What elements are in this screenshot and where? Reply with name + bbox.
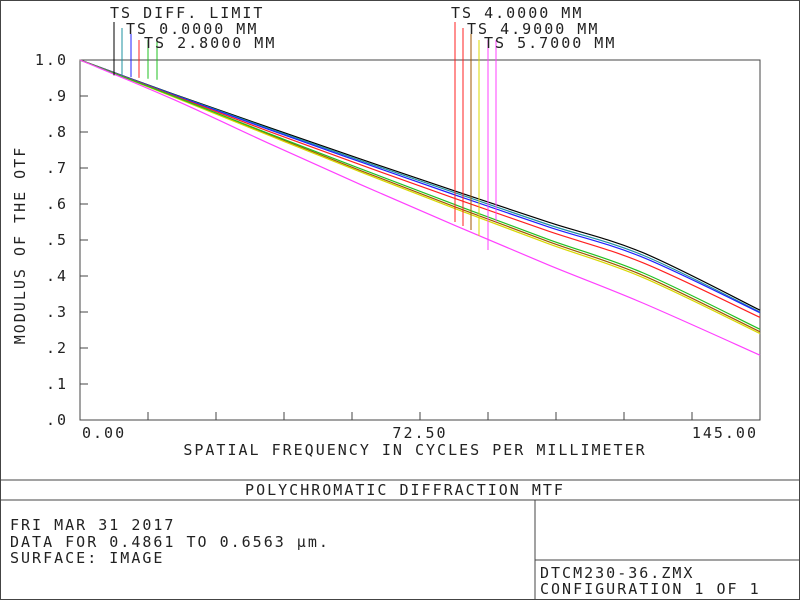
info-data-range: DATA FOR 0.4861 TO 0.6563 μm.: [10, 533, 330, 551]
y-tick-label: .7: [46, 159, 68, 177]
series-line-2: [79, 59, 761, 314]
y-tick-label: .4: [46, 267, 68, 285]
legend-label: TS 5.7000 MM: [484, 34, 616, 52]
info-date: FRI MAR 31 2017: [10, 516, 175, 534]
legend-label: TS 2.8000 MM: [144, 34, 276, 52]
info-config: CONFIGURATION 1 OF 1: [540, 580, 761, 598]
plot-area: [79, 59, 761, 421]
series-line-5: [79, 59, 761, 335]
y-tick-label: 1.0: [35, 51, 68, 69]
y-tick-label: .3: [46, 303, 68, 321]
y-tick-label: .1: [46, 375, 68, 393]
y-tick-label: .5: [46, 231, 68, 249]
y-tick-label: .0: [46, 411, 68, 429]
x-tick-label: 145.00: [692, 424, 758, 442]
series-line-3: [79, 59, 761, 318]
legend-label: TS 4.9000 MM: [467, 20, 599, 38]
series-lines: [79, 59, 761, 356]
legend-label: TS DIFF. LIMIT: [110, 4, 264, 22]
series-line-6: [79, 59, 761, 330]
y-axis-label: MODULUS OF THE OTF: [11, 146, 29, 345]
x-tick-label: 0.00: [82, 424, 126, 442]
axis-ticks: [80, 95, 693, 420]
series-line-7: [79, 59, 761, 356]
y-tick-label: .9: [46, 87, 68, 105]
x-axis-label: SPATIAL FREQUENCY IN CYCLES PER MILLIMET…: [183, 441, 646, 459]
legend-label: TS 4.0000 MM: [451, 4, 583, 22]
legend-label: TS 0.0000 MM: [126, 20, 258, 38]
y-tick-labels: 1.0 .9 .8 .7 .6 .5 .4 .3 .2 .1 .0: [35, 51, 68, 429]
chart-title: POLYCHROMATIC DIFFRACTION MTF: [245, 481, 565, 499]
y-tick-label: .2: [46, 339, 68, 357]
info-file: DTCM230-36.ZMX: [540, 564, 694, 582]
y-tick-label: .6: [46, 195, 68, 213]
x-tick-labels: 0.00 72.50 145.00: [82, 424, 758, 442]
x-tick-label: 72.50: [392, 424, 447, 442]
y-tick-label: .8: [46, 123, 68, 141]
info-surface: SURFACE: IMAGE: [10, 549, 164, 567]
